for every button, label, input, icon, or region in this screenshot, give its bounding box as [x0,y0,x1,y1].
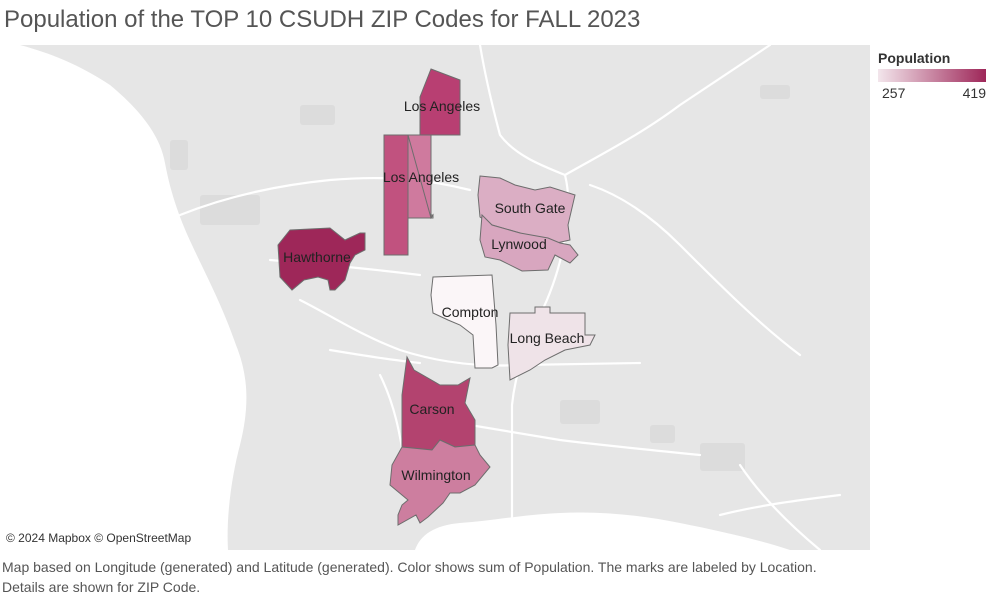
map-canvas: Los Angeles Los Angeles South Gate Lynwo… [0,45,870,550]
label-compton: Compton [442,304,499,320]
region-compton[interactable] [430,274,499,369]
map-caption: Map based on Longitude (generated) and L… [2,559,817,595]
label-wilmington: Wilmington [401,467,470,483]
label-carson: Carson [409,401,454,417]
label-hawthorne: Hawthorne [283,249,351,265]
page-title: Population of the TOP 10 CSUDH ZIP Codes… [4,6,641,33]
legend-max-value: 419 [962,85,986,101]
region-labels: Los Angeles Los Angeles South Gate Lynwo… [283,98,584,483]
label-los-angeles-north: Los Angeles [404,98,480,114]
label-long-beach: Long Beach [510,330,585,346]
region-long-beach[interactable] [507,306,596,381]
ocean-water [0,45,247,550]
legend-gradient-bar [878,69,986,82]
legend-min-value: 257 [882,85,906,101]
label-los-angeles-center: Los Angeles [383,169,459,185]
map-view[interactable]: Los Angeles Los Angeles South Gate Lynwo… [0,45,870,550]
color-legend: Population 257 419 [878,50,990,103]
region-los-angeles-west[interactable] [383,134,409,256]
region-los-angeles-east[interactable] [407,134,434,220]
label-south-gate: South Gate [495,200,566,216]
map-credits: © 2024 Mapbox © OpenStreetMap [6,531,192,545]
label-lynwood: Lynwood [491,236,547,252]
zip-regions [277,68,596,526]
legend-range: 257 419 [878,85,990,103]
region-wilmington[interactable] [389,439,491,526]
harbor-water [415,512,790,550]
region-los-angeles-north[interactable] [419,68,461,136]
region-lynwood[interactable] [479,213,579,272]
region-hawthorne[interactable] [277,227,366,291]
legend-title: Population [878,50,951,66]
